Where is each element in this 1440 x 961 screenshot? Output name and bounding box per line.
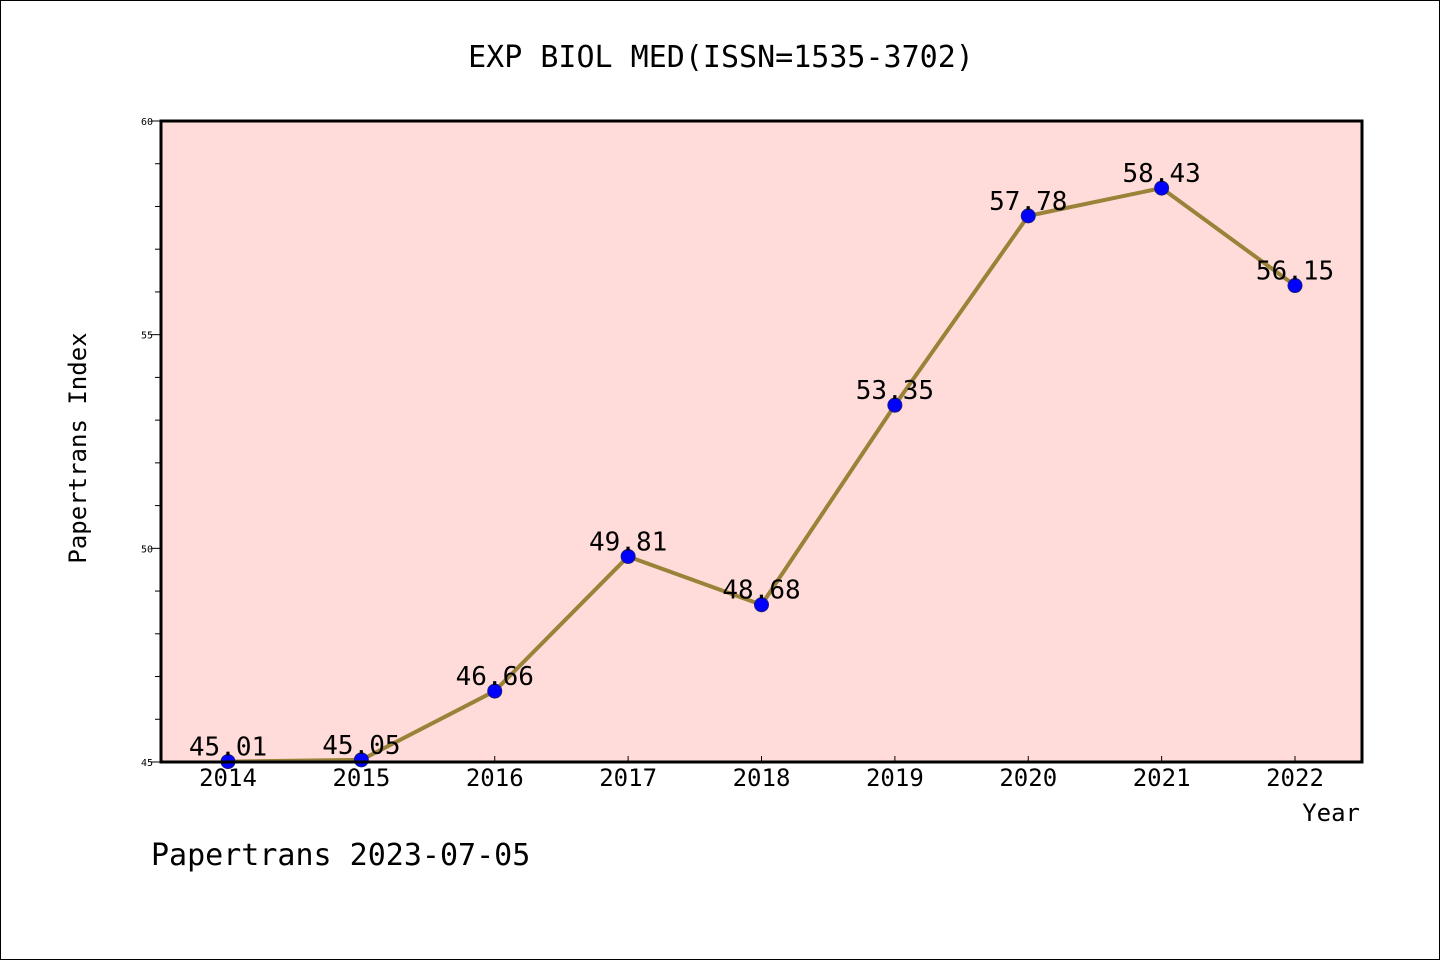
data-label: 49.81 [589, 527, 667, 557]
x-tick-label: 2018 [733, 764, 791, 792]
data-point-marker [487, 683, 503, 699]
x-tick-label: 2021 [1133, 764, 1191, 792]
data-point-marker [1154, 180, 1170, 196]
x-tick-label: 2015 [332, 764, 390, 792]
x-tick-label: 2022 [1266, 764, 1324, 792]
y-axis-ticks: 45 50 55 60 [141, 117, 161, 769]
data-point-marker [1287, 278, 1303, 294]
y-tick-label: 55 [141, 331, 153, 342]
data-point-marker [1020, 208, 1036, 224]
y-tick-label: 45 [141, 758, 153, 769]
x-axis-label: Year [1302, 799, 1360, 827]
plot-frame [159, 119, 1364, 764]
x-tick-label: 2016 [466, 764, 524, 792]
x-tick-label: 2017 [599, 764, 657, 792]
data-label: 53.35 [856, 376, 934, 406]
chart-title: EXP BIOL MED(ISSN=1535-3702) [468, 40, 974, 75]
data-label: 57.78 [989, 187, 1067, 217]
x-axis-ticks: 2014 2015 2016 2017 2018 2019 2020 2021 2022 [199, 756, 1324, 792]
data-point-marker [887, 397, 903, 413]
x-tick-label: 2020 [999, 764, 1057, 792]
data-label: 56.15 [1256, 257, 1334, 287]
footer-date-stamp: Papertrans 2023-07-05 [151, 838, 530, 873]
y-tick-label: 50 [141, 544, 153, 555]
y-tick-label: 60 [141, 117, 153, 128]
data-label: 48.68 [722, 576, 800, 606]
plot-area [161, 121, 1362, 762]
data-point-marker [754, 597, 769, 613]
series-layer: 45.01 45.05 46.66 49.81 48.68 53.35 57.78 58.43… [189, 159, 1334, 770]
y-axis-label: Papertrans Index [64, 332, 92, 563]
data-label: 45.05 [322, 731, 400, 761]
x-tick-label: 2019 [866, 764, 924, 792]
data-label: 46.66 [456, 662, 534, 692]
data-label: 58.43 [1122, 159, 1200, 189]
data-label: 45.01 [189, 733, 267, 763]
data-point-marker [620, 548, 636, 564]
